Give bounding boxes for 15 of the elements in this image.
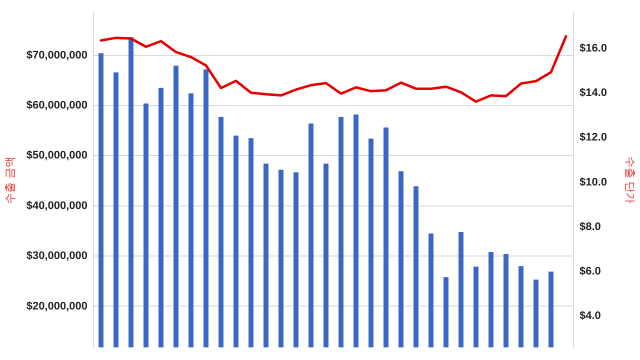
y2-tick-label: $6.0 [580, 266, 601, 278]
y2-tick-label: $12.0 [580, 132, 608, 144]
y2-axis-title: 수출 단가 [624, 156, 637, 204]
y2-tick-label: $14.0 [580, 86, 608, 99]
y-tick-label: $40,000,000 [26, 200, 88, 212]
y2-tick-label: $8.0 [580, 220, 601, 233]
y-tick-label: $70,000,000 [26, 49, 88, 62]
y-tick-label: $50,000,000 [26, 150, 88, 162]
y-axis-title: 수출 금액 [3, 156, 16, 204]
y2-tick-label: $16.0 [580, 42, 608, 54]
y-tick-label: $30,000,000 [26, 250, 88, 262]
y-tick-label: $60,000,000 [26, 99, 88, 112]
y-tick-label: $20,000,000 [26, 300, 88, 312]
y2-tick-label: $10.0 [580, 176, 608, 188]
y2-tick-label: $4.0 [580, 310, 601, 322]
